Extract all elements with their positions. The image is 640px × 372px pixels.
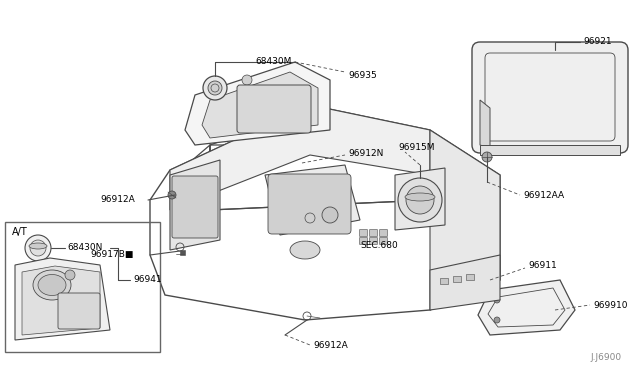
Circle shape bbox=[242, 75, 252, 85]
FancyBboxPatch shape bbox=[237, 85, 311, 133]
Polygon shape bbox=[170, 160, 220, 250]
FancyBboxPatch shape bbox=[380, 230, 387, 237]
Polygon shape bbox=[15, 258, 110, 340]
Text: 969910: 969910 bbox=[593, 301, 627, 310]
Text: 96917B■: 96917B■ bbox=[90, 250, 133, 260]
Text: 96912AA: 96912AA bbox=[523, 190, 564, 199]
Circle shape bbox=[65, 270, 75, 280]
Circle shape bbox=[203, 76, 227, 100]
Circle shape bbox=[25, 235, 51, 261]
FancyBboxPatch shape bbox=[58, 293, 100, 329]
Bar bbox=[5, 222, 160, 352]
Text: 96941: 96941 bbox=[133, 276, 162, 285]
Circle shape bbox=[494, 317, 500, 323]
Bar bbox=[180, 250, 185, 255]
Text: 96915M: 96915M bbox=[398, 144, 435, 153]
Polygon shape bbox=[185, 62, 330, 145]
Text: 96911: 96911 bbox=[528, 262, 557, 270]
Polygon shape bbox=[430, 130, 500, 310]
Circle shape bbox=[30, 240, 46, 256]
FancyBboxPatch shape bbox=[172, 176, 218, 238]
Polygon shape bbox=[430, 255, 500, 310]
Text: 68430N: 68430N bbox=[67, 244, 102, 253]
Ellipse shape bbox=[290, 241, 320, 259]
Text: 96912A: 96912A bbox=[100, 196, 135, 205]
Circle shape bbox=[208, 81, 222, 95]
Ellipse shape bbox=[29, 243, 47, 249]
Circle shape bbox=[482, 152, 492, 162]
Bar bbox=[440, 278, 448, 284]
Polygon shape bbox=[395, 168, 445, 230]
Polygon shape bbox=[265, 165, 360, 235]
Polygon shape bbox=[202, 72, 318, 138]
FancyBboxPatch shape bbox=[268, 174, 351, 234]
Circle shape bbox=[322, 207, 338, 223]
Text: 68430M: 68430M bbox=[255, 58, 291, 67]
Ellipse shape bbox=[405, 193, 435, 201]
FancyBboxPatch shape bbox=[360, 230, 367, 237]
Circle shape bbox=[398, 178, 442, 222]
Circle shape bbox=[494, 297, 500, 303]
Text: J.J6900: J.J6900 bbox=[590, 353, 621, 362]
Ellipse shape bbox=[33, 270, 71, 300]
Text: 96921: 96921 bbox=[583, 38, 612, 46]
Polygon shape bbox=[480, 100, 490, 148]
Circle shape bbox=[406, 186, 434, 214]
Text: SEC.680: SEC.680 bbox=[360, 241, 397, 250]
FancyBboxPatch shape bbox=[360, 237, 367, 244]
FancyBboxPatch shape bbox=[369, 230, 378, 237]
Polygon shape bbox=[478, 280, 575, 335]
FancyBboxPatch shape bbox=[472, 42, 628, 153]
Polygon shape bbox=[480, 145, 620, 155]
Text: 96935: 96935 bbox=[348, 71, 377, 80]
Text: 96912A: 96912A bbox=[313, 340, 348, 350]
Text: A/T: A/T bbox=[12, 227, 28, 237]
Polygon shape bbox=[170, 105, 430, 210]
Text: 96912N: 96912N bbox=[348, 148, 383, 157]
Bar bbox=[453, 276, 461, 282]
Circle shape bbox=[168, 191, 176, 199]
FancyBboxPatch shape bbox=[369, 237, 378, 244]
Ellipse shape bbox=[38, 275, 66, 295]
FancyBboxPatch shape bbox=[380, 237, 387, 244]
Polygon shape bbox=[22, 266, 100, 335]
Bar bbox=[466, 274, 474, 280]
